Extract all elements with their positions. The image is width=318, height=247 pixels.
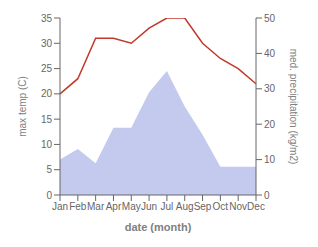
svg-text:15: 15 xyxy=(41,114,53,125)
svg-text:0: 0 xyxy=(46,190,52,201)
svg-text:date (month): date (month) xyxy=(125,221,192,233)
svg-text:Mar: Mar xyxy=(87,201,105,212)
svg-text:40: 40 xyxy=(264,48,276,59)
svg-text:Feb: Feb xyxy=(69,201,87,212)
svg-text:med. precipitation (kg/m2): med. precipitation (kg/m2) xyxy=(288,49,299,165)
svg-text:35: 35 xyxy=(41,13,53,24)
svg-text:max temp (C): max temp (C) xyxy=(17,76,28,137)
svg-text:May: May xyxy=(122,201,141,212)
svg-text:20: 20 xyxy=(264,119,276,130)
svg-text:20: 20 xyxy=(41,88,53,99)
svg-text:Oct: Oct xyxy=(213,201,229,212)
svg-text:Dec: Dec xyxy=(247,201,265,212)
svg-text:25: 25 xyxy=(41,63,53,74)
svg-text:Nov: Nov xyxy=(229,201,247,212)
svg-text:Jun: Jun xyxy=(141,201,157,212)
svg-text:10: 10 xyxy=(41,139,53,150)
svg-text:Apr: Apr xyxy=(106,201,122,212)
svg-text:0: 0 xyxy=(264,190,270,201)
svg-text:30: 30 xyxy=(264,83,276,94)
svg-text:10: 10 xyxy=(264,154,276,165)
svg-text:5: 5 xyxy=(46,164,52,175)
svg-text:30: 30 xyxy=(41,38,53,49)
svg-text:50: 50 xyxy=(264,13,276,24)
svg-text:Aug: Aug xyxy=(176,201,194,212)
svg-text:Jan: Jan xyxy=(52,201,68,212)
svg-text:Jul: Jul xyxy=(161,201,174,212)
svg-text:Sep: Sep xyxy=(194,201,212,212)
